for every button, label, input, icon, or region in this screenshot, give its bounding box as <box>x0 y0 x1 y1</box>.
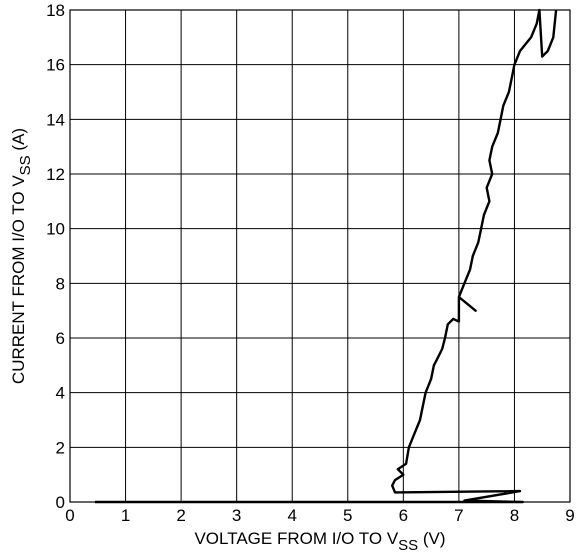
y-axis-label-main: CURRENT FROM I/O TO V <box>9 175 28 384</box>
x-tick-labels: 0 1 2 3 4 5 6 7 8 9 <box>65 506 574 525</box>
y-tick-label: 12 <box>46 165 65 184</box>
y-axis-label: CURRENT FROM I/O TO VSS (A) <box>9 128 34 384</box>
grid-lines <box>69 9 571 503</box>
x-tick-label: 4 <box>287 506 296 525</box>
x-axis-label-main: VOLTAGE FROM I/O TO V <box>194 529 398 548</box>
y-tick-label: 8 <box>56 274 65 293</box>
x-tick-label: 1 <box>121 506 130 525</box>
x-tick-label: 5 <box>343 506 352 525</box>
y-tick-label: 16 <box>46 56 65 75</box>
x-axis-label-tail: (V) <box>418 529 445 548</box>
x-tick-label: 0 <box>65 506 74 525</box>
y-tick-label: 0 <box>56 493 65 512</box>
y-tick-labels: 0 2 4 6 8 10 12 14 16 18 <box>46 1 65 512</box>
y-tick-label: 2 <box>56 438 65 457</box>
x-axis-label-sub: SS <box>398 537 418 552</box>
x-tick-label: 2 <box>176 506 185 525</box>
x-axis-label: VOLTAGE FROM I/O TO VSS (V) <box>194 529 445 552</box>
x-tick-label: 9 <box>565 506 574 525</box>
x-tick-label: 6 <box>399 506 408 525</box>
y-axis-label-sub: SS <box>17 155 34 175</box>
series-line <box>95 8 558 504</box>
x-tick-label: 7 <box>454 506 463 525</box>
x-tick-label: 3 <box>232 506 241 525</box>
plot-frame <box>69 9 571 503</box>
y-tick-label: 18 <box>46 1 65 20</box>
y-tick-label: 10 <box>46 220 65 239</box>
y-axis-label-tail: (A) <box>9 128 28 155</box>
x-tick-label: 8 <box>510 506 519 525</box>
y-tick-label: 6 <box>56 329 65 348</box>
y-tick-label: 4 <box>56 384 65 403</box>
y-tick-label: 14 <box>46 110 65 129</box>
